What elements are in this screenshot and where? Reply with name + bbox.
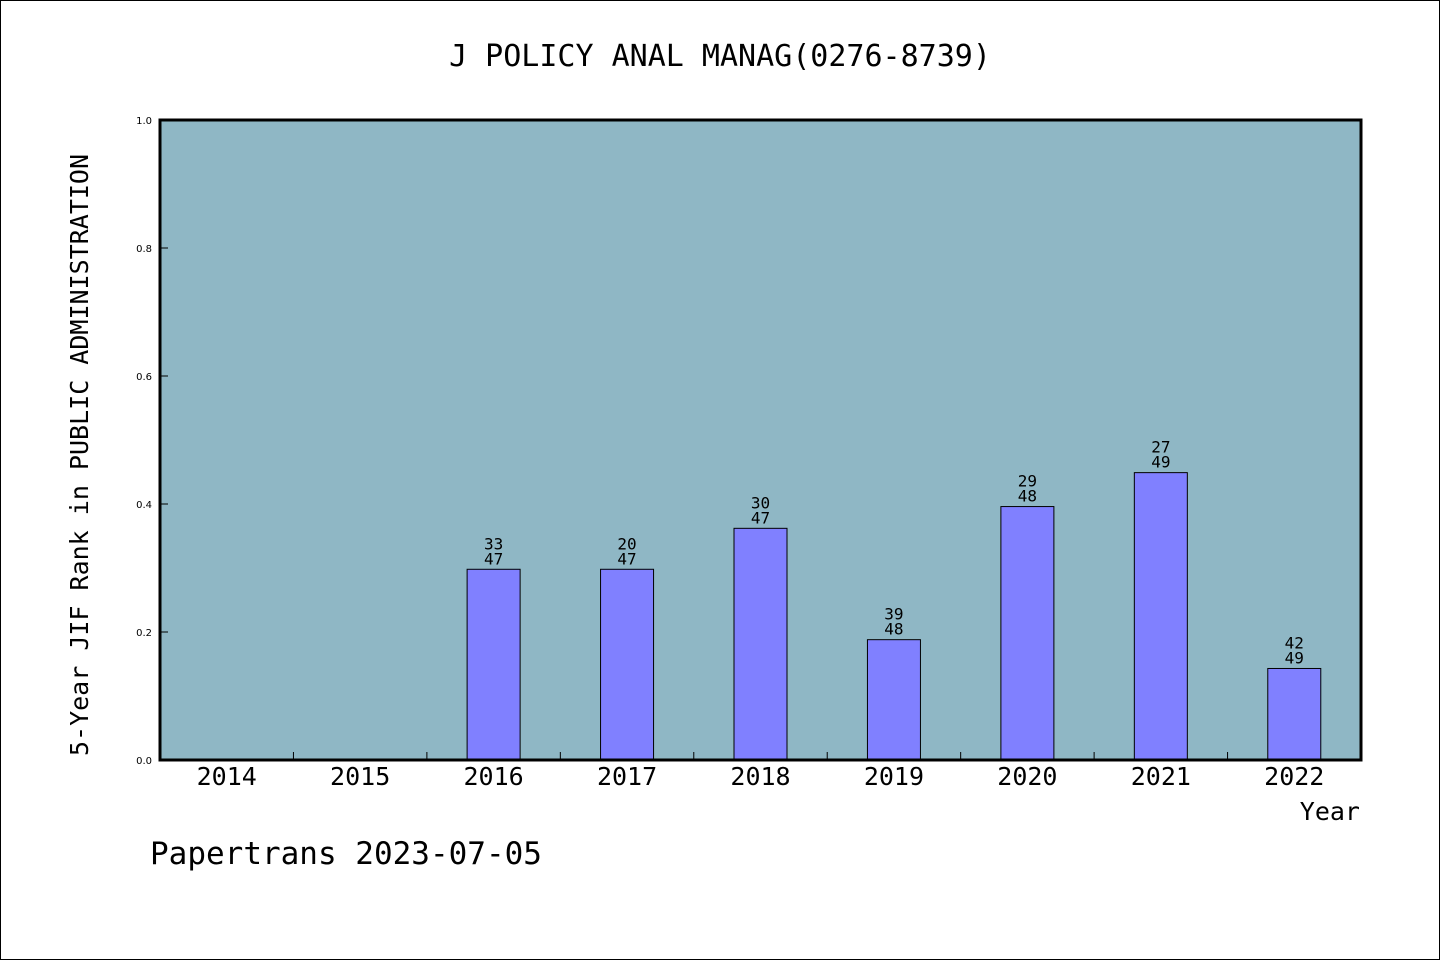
bar-total-label: 47 — [484, 549, 503, 568]
bar-rank-label: 42 — [1285, 633, 1304, 652]
y-tick-label: 0.8 — [136, 244, 152, 255]
bar-2019 — [866, 639, 921, 761]
chart-title: J POLICY ANAL MANAG(0276-8739) — [449, 39, 991, 74]
bar-2016 — [466, 568, 521, 761]
x-tick-label: 2016 — [464, 762, 524, 791]
bar-total-label: 49 — [1151, 453, 1170, 472]
bar-rank-label: 20 — [617, 534, 636, 553]
bar-2021 — [1133, 472, 1188, 761]
plot-border — [158, 118, 1363, 762]
x-tick-label: 2014 — [197, 762, 257, 791]
y-tick-label: 0.4 — [136, 500, 152, 511]
x-axis-label: Year — [1300, 797, 1360, 826]
bar-total-label: 47 — [751, 508, 770, 527]
bar-rank-label: 33 — [484, 534, 503, 553]
bar-2018 — [733, 527, 788, 761]
bar-total-label: 47 — [617, 549, 636, 568]
y-tick-label: 0.6 — [136, 372, 152, 383]
footer-text: Papertrans 2023-07-05 — [150, 836, 542, 872]
bar-2020 — [1000, 506, 1055, 761]
x-tick-label: 2015 — [330, 762, 390, 791]
bar-2022 — [1267, 667, 1322, 761]
x-tick-label: 2020 — [997, 762, 1057, 791]
bar-total-label: 48 — [1018, 487, 1037, 506]
ticks-group: 0.0 0.2 0.4 0.6 0.8 1.0 2014 2015 2016 2017 2018 20… — [136, 116, 1324, 791]
bar-rank-label: 39 — [884, 605, 903, 624]
bar-total-label: 49 — [1285, 648, 1304, 667]
bar-total-label: 48 — [884, 620, 903, 639]
bar-rank-label: 27 — [1151, 438, 1170, 457]
x-tick-label: 2021 — [1131, 762, 1191, 791]
bar-rank-label: 29 — [1018, 472, 1037, 491]
x-tick-label: 2017 — [597, 762, 657, 791]
x-tick-label: 2018 — [730, 762, 790, 791]
bar-rank-label: 30 — [751, 493, 770, 512]
x-tick-label: 2019 — [864, 762, 924, 791]
y-tick-label: 1.0 — [136, 116, 152, 127]
x-tick-label: 2022 — [1264, 762, 1324, 791]
y-tick-label: 0.2 — [136, 628, 152, 639]
y-axis-label: 5-Year JIF Rank in PUBLIC ADMINISTRATION — [65, 154, 94, 756]
bar-2017 — [600, 568, 655, 761]
y-tick-label: 0.0 — [136, 756, 152, 767]
